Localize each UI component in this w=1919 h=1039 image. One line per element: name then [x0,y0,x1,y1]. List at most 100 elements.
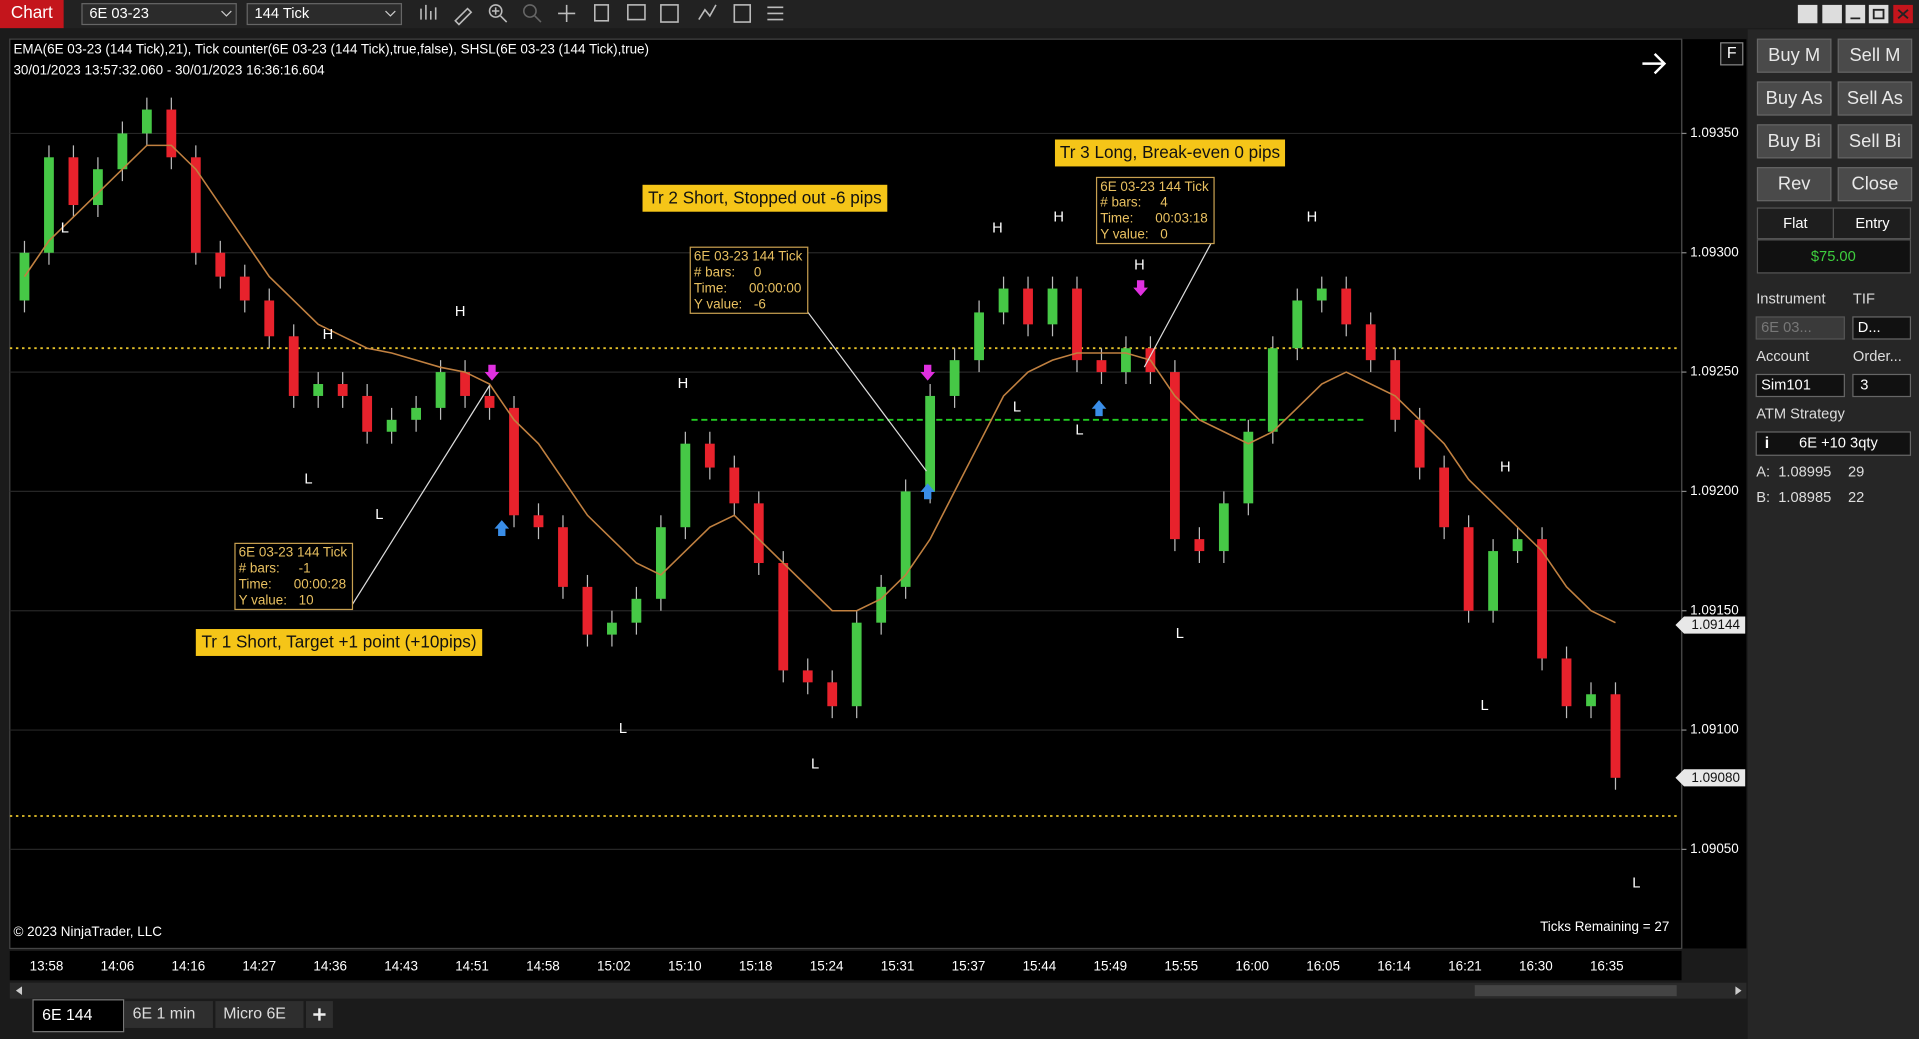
ruler-key: Time: [694,280,727,295]
order-button[interactable] [1837,81,1913,116]
x-tick-label: 15:02 [597,958,631,973]
account-select[interactable] [1755,373,1845,398]
ruler-value: 00:03:18 [1155,211,1207,226]
swing-label: H [1500,459,1511,475]
ruler-box [234,542,354,611]
candle-body [1023,288,1033,325]
ruler-key: # bars: [239,561,280,576]
candle-body [68,157,79,206]
candle-body [484,395,495,408]
order-button-label: Buy As [1766,87,1823,108]
plot-area [9,38,1683,950]
x-tick-label: 16:21 [1448,958,1482,973]
candle-body [900,491,911,587]
y-tick-label: 1.09250 [1690,364,1739,379]
candle-body [949,360,960,396]
label: Account [1756,349,1809,365]
label: Order... [1853,349,1902,365]
order-button[interactable] [1756,124,1832,159]
atm-select[interactable] [1755,431,1912,456]
position: Flat [1783,216,1807,232]
ask-price: 1.08995 [1778,464,1831,480]
order-button[interactable] [1756,167,1832,202]
y-tick-label: 1.09350 [1690,125,1739,140]
candle-body [974,312,984,361]
candle-body [1414,419,1425,468]
order-button[interactable] [1837,167,1913,202]
order-button-label: Buy Bi [1768,130,1821,151]
ruler-title: 6E 03-23 144 Tick [694,249,803,264]
ruler-key: Time: [239,577,272,592]
candle-body [753,503,764,564]
interval-select[interactable] [246,3,403,26]
swing-label: H [323,327,334,343]
price-marker [1675,616,1746,634]
scroll-to-end[interactable] [1642,52,1667,75]
bid-label: B: [1756,490,1770,506]
ruler-value: 0 [1160,227,1167,242]
x-tick-label: 14:51 [455,958,489,973]
x-tick-label: 14:36 [313,958,347,973]
candle-body [1561,658,1572,707]
swing-label: H [992,221,1003,237]
candle-body [117,133,128,170]
tab[interactable] [215,1001,304,1028]
instrument-select[interactable] [81,3,237,26]
toolbar-icons[interactable] [420,4,784,26]
candle-body [166,109,177,158]
tif-select[interactable] [1852,316,1912,340]
annotation: Tr 2 Short, Stopped out -6 pips [648,187,882,207]
ruler-key: Y value: [1100,227,1148,242]
scroll-thumb[interactable] [1474,985,1677,997]
ruler-value: 0 [754,264,761,279]
order-button-label: Rev [1778,173,1811,194]
swing-label: L [811,757,819,773]
ruler-key: # bars: [694,264,735,279]
tab: 6E 144 [42,1007,93,1024]
instrument-select[interactable] [1755,316,1845,340]
swing-label: L [1013,399,1021,415]
order-button-label: Sell Bi [1849,130,1901,151]
candle-body [778,563,789,671]
swing-label: H [1307,210,1318,226]
tab-active[interactable] [32,999,125,1033]
chart-tab[interactable] [0,0,64,29]
candle-body [337,384,348,396]
ruler-value: -1 [299,561,311,576]
order-button-label: Close [1851,173,1898,194]
window-controls[interactable] [1797,4,1913,24]
x-tick-label: 15:49 [1094,958,1128,973]
ruler-box [1095,176,1215,245]
candle-body [533,515,544,528]
qty: 3 [1860,377,1868,393]
scrollbar[interactable] [9,982,1747,999]
data-box-button[interactable] [1720,42,1744,66]
tab[interactable] [124,1001,213,1028]
order-button[interactable] [1837,38,1913,73]
annotation: Tr 1 Short, Target +1 point (+10pips) [201,632,476,652]
swing-label: L [61,221,69,237]
ruler-box [689,246,809,314]
copyright: © 2023 NinjaTrader, LLC [13,924,162,939]
candle-body [729,467,740,504]
entry: Entry [1855,216,1890,232]
atm: 6E +10 3qty [1799,436,1878,452]
candle-body [264,300,275,337]
x-tick-label: 16:00 [1235,958,1269,973]
x-tick-label: 14:43 [384,958,418,973]
qty-input[interactable] [1852,373,1912,398]
candle-body [288,336,299,396]
order-button[interactable] [1837,124,1913,159]
time-axis [9,950,1682,981]
order-button[interactable] [1756,81,1832,116]
ruler-lines [349,242,1213,609]
swing-label: H [678,376,689,392]
candle-body [1488,551,1498,611]
candle-body [655,527,666,599]
swing-label: H [1053,210,1064,226]
label: ATM Strategy [1756,407,1845,423]
order-button[interactable] [1756,38,1832,73]
ruler-value: 10 [299,592,314,607]
y-tick-label: 1.09300 [1690,244,1739,259]
